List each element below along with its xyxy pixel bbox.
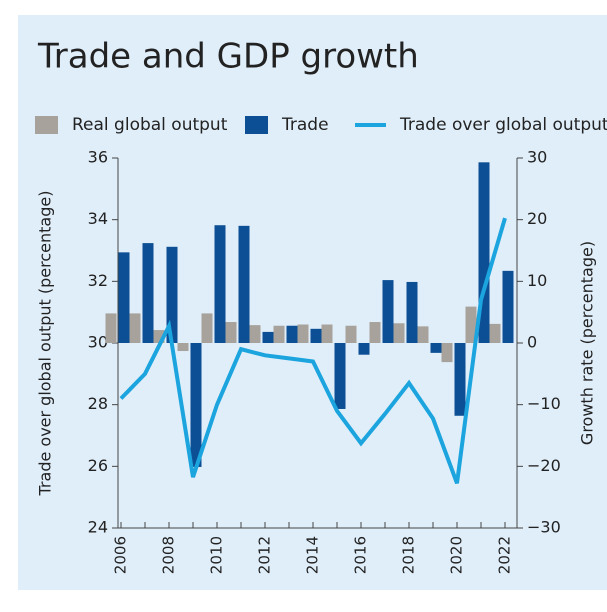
bar bbox=[441, 343, 453, 363]
bar bbox=[382, 280, 394, 343]
bar bbox=[489, 323, 501, 343]
bar bbox=[297, 324, 309, 343]
bar bbox=[310, 328, 322, 343]
legend-swatch bbox=[35, 116, 58, 134]
bar bbox=[321, 324, 333, 343]
y-tick-label: 32 bbox=[88, 271, 108, 290]
y2-tick-label: 0 bbox=[527, 333, 537, 352]
bar bbox=[273, 325, 285, 343]
y2-axis-label: Growth rate (percentage) bbox=[578, 241, 597, 445]
y-tick-label: 28 bbox=[88, 394, 108, 413]
y-tick-label: 26 bbox=[88, 456, 108, 475]
bar bbox=[105, 313, 117, 343]
bar bbox=[153, 330, 165, 343]
bar bbox=[465, 306, 477, 343]
legend-label: Trade over global output bbox=[399, 115, 607, 135]
x-tick-label: 2010 bbox=[208, 536, 226, 574]
x-tick-label: 2008 bbox=[160, 536, 178, 574]
bar bbox=[430, 343, 442, 353]
bar bbox=[249, 325, 261, 343]
legend-label: Real global output bbox=[72, 115, 228, 135]
chart-title: Trade and GDP growth bbox=[37, 37, 419, 77]
bar bbox=[286, 325, 298, 343]
x-tick-label: 2022 bbox=[496, 536, 514, 574]
panel bbox=[18, 15, 607, 590]
y-tick-label: 24 bbox=[88, 518, 108, 537]
bar bbox=[454, 343, 466, 416]
y2-tick-label: 10 bbox=[527, 271, 547, 290]
bar bbox=[118, 252, 130, 343]
bar bbox=[238, 225, 250, 343]
y2-tick-label: 30 bbox=[527, 148, 547, 167]
bar bbox=[358, 343, 370, 355]
y2-tick-label: −30 bbox=[527, 518, 561, 537]
bar bbox=[478, 162, 490, 343]
bar bbox=[502, 270, 514, 343]
bar bbox=[129, 313, 141, 343]
y2-tick-label: −20 bbox=[527, 456, 561, 475]
legend-swatch bbox=[245, 116, 268, 134]
bar bbox=[369, 322, 381, 343]
bar bbox=[190, 343, 202, 467]
y-tick-label: 34 bbox=[88, 209, 108, 228]
bar bbox=[417, 326, 429, 343]
x-tick-label: 2012 bbox=[256, 536, 274, 574]
x-tick-label: 2016 bbox=[352, 536, 370, 574]
legend-label: Trade bbox=[281, 115, 329, 135]
y2-tick-label: 20 bbox=[527, 209, 547, 228]
bar bbox=[225, 322, 237, 343]
bar bbox=[345, 325, 357, 343]
y2-tick-label: −10 bbox=[527, 394, 561, 413]
x-tick-label: 2014 bbox=[304, 536, 322, 574]
bar bbox=[166, 246, 178, 343]
bar bbox=[201, 313, 213, 343]
x-tick-label: 2018 bbox=[400, 536, 418, 574]
y-axis-label: Trade over global output (percentage) bbox=[36, 191, 55, 497]
bar bbox=[177, 343, 189, 352]
bar bbox=[262, 331, 274, 343]
x-tick-label: 2006 bbox=[112, 536, 130, 574]
line bbox=[119, 217, 507, 484]
bar bbox=[214, 225, 226, 343]
y-tick-label: 36 bbox=[88, 148, 108, 167]
bar bbox=[393, 323, 405, 343]
bar bbox=[406, 281, 418, 343]
y-tick-label: 30 bbox=[88, 333, 108, 352]
bar bbox=[334, 343, 346, 409]
bar bbox=[142, 243, 154, 343]
x-tick-label: 2020 bbox=[448, 536, 466, 574]
